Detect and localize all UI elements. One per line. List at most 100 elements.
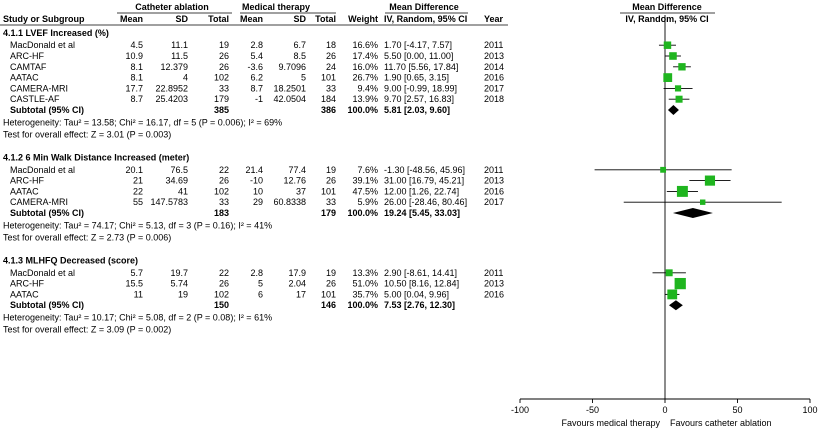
study-n1: 102: [214, 289, 229, 299]
study-n1: 102: [214, 186, 229, 196]
study-sd2: 12.76: [283, 176, 306, 186]
study-m2: 6: [258, 289, 263, 299]
study-weight: 9.4%: [357, 83, 378, 93]
study-m2: 2.8: [250, 40, 263, 50]
effect-marker: [665, 269, 673, 277]
effect-marker: [674, 277, 686, 290]
study-name: ARC-HF: [10, 176, 44, 186]
study-m2: -1: [255, 94, 263, 104]
table-row: ARC-HF 15.5 5.74 26 5 2.04 26 51.0% 10.50 [8.16,…: [10, 279, 504, 289]
study-n2: 26: [326, 279, 336, 289]
study-year: 2013: [484, 279, 504, 289]
study-n1: 26: [219, 51, 229, 61]
effect-marker: [660, 166, 667, 173]
effect-marker: [667, 289, 678, 300]
study-sd2: 17.9: [288, 268, 306, 278]
study-n2: 19: [326, 165, 336, 175]
study-sd1: 12.379: [160, 62, 188, 72]
study-sd1: 11.5: [171, 51, 188, 61]
study-weight: 13.3%: [352, 268, 378, 278]
effect-marker: [678, 63, 686, 71]
study-m1: 55: [133, 197, 143, 207]
study-m1: 8.7: [130, 94, 143, 104]
study-ci-text: 5.50 [0.00, 11.00]: [384, 51, 453, 61]
study-year: 2011: [484, 165, 503, 175]
subgroup-title: 4.1.3 MLHFQ Decreased (score): [3, 256, 138, 266]
study-n2: 33: [326, 197, 336, 207]
study-year: 2018: [484, 94, 504, 104]
study-weight: 47.5%: [352, 186, 378, 196]
subtotal-diamond: [667, 105, 679, 115]
study-n1: 179: [214, 94, 229, 104]
study-weight: 16.0%: [352, 62, 378, 72]
study-year: 2016: [484, 289, 504, 299]
study-name: CAMERA-MRI: [10, 197, 68, 207]
study-m2: 29: [253, 197, 263, 207]
table-row: CAMERA-MRI 55 147.5783 33 29 60.8338 33 5.9% 26.…: [10, 197, 504, 207]
heterogeneity-text: Heterogeneity: Tau² = 74.17; Chi² = 5.13…: [3, 220, 272, 230]
study-sd2: 17: [296, 289, 306, 299]
study-n2: 101: [321, 289, 336, 299]
study-weight: 7.6%: [357, 165, 378, 175]
heterogeneity-text: Heterogeneity: Tau² = 13.58; Chi² = 16.1…: [3, 117, 282, 127]
study-m1: 5.7: [130, 268, 143, 278]
study-name: MacDonald et al: [10, 268, 75, 278]
study-n2: 33: [326, 83, 336, 93]
study-weight: 39.1%: [352, 176, 378, 186]
effect-marker: [676, 185, 688, 197]
study-m1: 8.1: [130, 62, 143, 72]
subtotal-n2: 146: [321, 300, 336, 310]
study-name: AATAC: [10, 73, 39, 83]
col-ci: IV, Random, 95% CI: [384, 14, 467, 24]
table-row: AATAC 22 41 102 10 37 101 47.5% 12.00 [1.26, 22.…: [10, 186, 504, 196]
study-sd2: 9.7096: [278, 62, 306, 72]
col-year: Year: [484, 14, 504, 24]
study-weight: 26.7%: [352, 73, 378, 83]
study-year: 2014: [484, 62, 504, 72]
study-n1: 26: [219, 176, 229, 186]
study-m1: 4.5: [130, 40, 143, 50]
header-group2: Medical therapy: [242, 2, 310, 12]
subtotal-diamond: [672, 208, 713, 218]
study-sd2: 6.7: [293, 40, 306, 50]
subtotal-label: Subtotal (95% CI): [10, 208, 84, 218]
subtotal-ci: 7.53 [2.76, 12.30]: [384, 300, 455, 310]
study-sd2: 60.8338: [273, 197, 306, 207]
subtotal-n1: 385: [214, 105, 229, 115]
subgroup-title: 4.1.1 LVEF Increased (%): [3, 28, 109, 38]
study-name: CAMTAF: [10, 62, 47, 72]
x-tick-label: 50: [732, 405, 742, 415]
study-m1: 22: [133, 186, 143, 196]
study-name: ARC-HF: [10, 51, 44, 61]
table-row: CASTLE-AF 8.7 25.4203 179 -1 42.0504 184 13.9% 9…: [10, 94, 504, 104]
study-m2: 10: [253, 186, 263, 196]
study-weight: 5.9%: [357, 197, 378, 207]
effect-marker: [675, 95, 683, 103]
table-row: MacDonald et al 20.1 76.5 22 21.4 77.4 19 7.6% -…: [10, 165, 503, 175]
favours-right-label: Favours catheter ablation: [670, 418, 772, 428]
study-name: MacDonald et al: [10, 165, 75, 175]
subtotal-n2: 386: [321, 105, 336, 115]
study-m2: 5.4: [250, 51, 263, 61]
study-ci-text: -1.30 [-48.56, 45.96]: [384, 165, 465, 175]
overall-effect-text: Test for overall effect: Z = 2.73 (P = 0…: [3, 232, 171, 242]
study-n1: 26: [219, 279, 229, 289]
study-weight: 35.7%: [352, 289, 378, 299]
study-name: MacDonald et al: [10, 40, 75, 50]
subtotal-n1: 150: [214, 300, 229, 310]
col-total2: Total: [315, 14, 336, 24]
table-row: MacDonald et al 5.7 19.7 22 2.8 17.9 19 13.3% 2.…: [10, 268, 503, 278]
header-md-title-left: Mean Difference: [389, 2, 459, 12]
x-tick-label: -50: [586, 405, 599, 415]
x-tick-label: 100: [802, 405, 817, 415]
study-name: CAMERA-MRI: [10, 83, 68, 93]
study-m2: 6.2: [250, 73, 263, 83]
study-ci-text: 2.90 [-8.61, 14.41]: [384, 268, 457, 278]
study-sd1: 5.74: [170, 279, 188, 289]
subtotal-n2: 179: [321, 208, 336, 218]
overall-effect-text: Test for overall effect: Z = 3.09 (P = 0…: [3, 325, 171, 335]
study-sd2: 42.0504: [273, 94, 306, 104]
table-row: ARC-HF 10.9 11.5 26 5.4 8.5 26 17.4% 5.50 [0.00,…: [10, 51, 504, 61]
table-row: AATAC 8.1 4 102 6.2 5 101 26.7% 1.90 [0.65, 3.15…: [10, 73, 504, 83]
col-md-method-right: IV, Random, 95% CI: [625, 14, 708, 24]
